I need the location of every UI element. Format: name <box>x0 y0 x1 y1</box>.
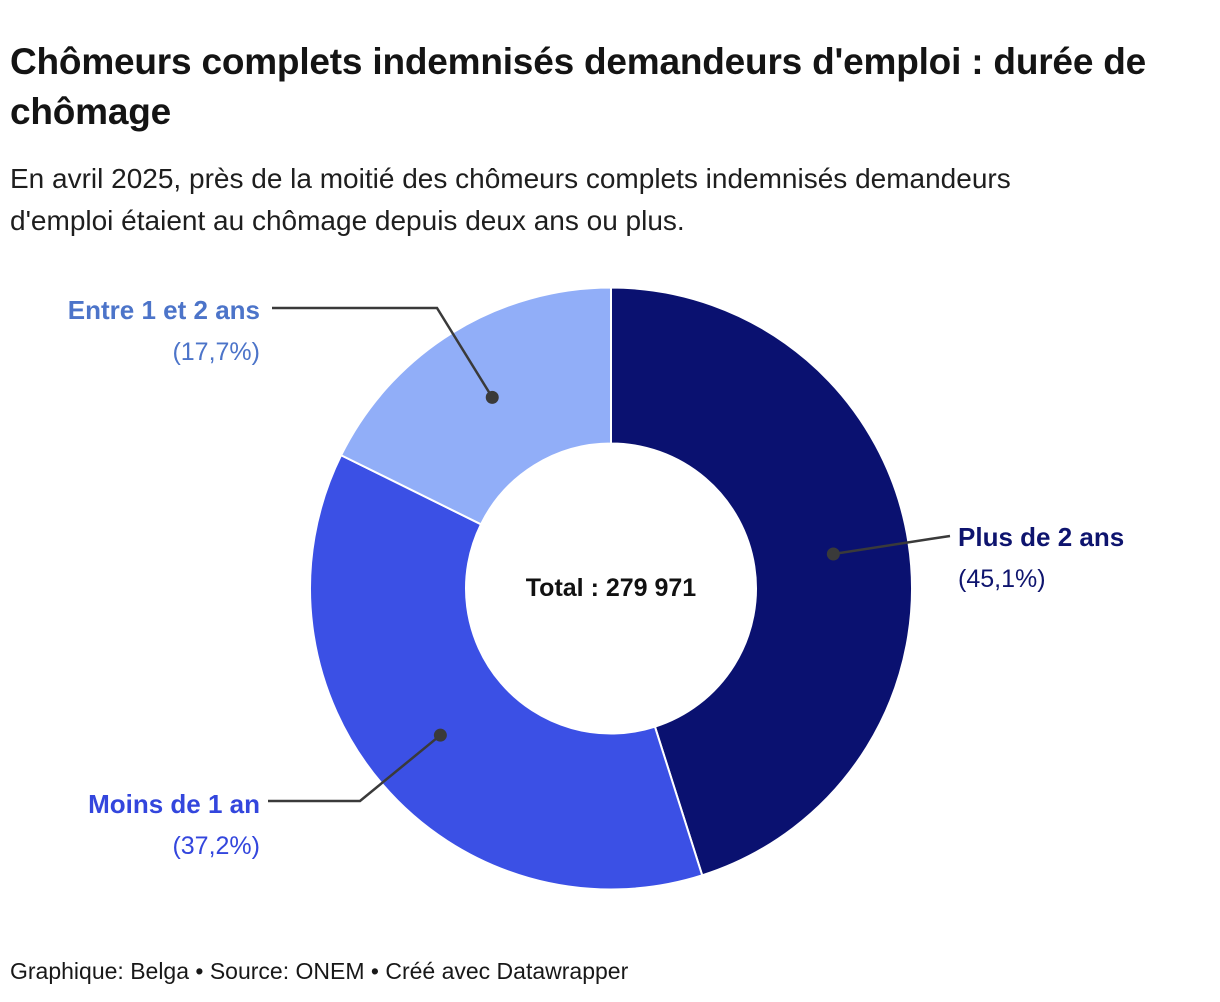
donut-center-total: Total : 279 971 <box>525 574 697 602</box>
page-title: Chômeurs complets indemnisés demandeurs … <box>10 40 1147 132</box>
slice-label-percent: (17,7%) <box>172 338 260 366</box>
callout-anchor-dot <box>433 728 447 742</box>
donut-slice-entre-1-et-2-ans[interactable] <box>339 286 612 526</box>
slice-label-name: Plus de 2 ans <box>958 522 1125 552</box>
slice-label-entre-1-et-2-ans: Entre 1 et 2 ans (17,7%) <box>0 293 260 369</box>
callout-anchor-dot <box>485 390 499 404</box>
slice-label-percent: (37,2%) <box>172 832 260 860</box>
slice-label-name: Entre 1 et 2 ans <box>67 295 260 325</box>
callout-connector-line <box>833 534 951 556</box>
donut-slice-moins-de-1-an[interactable] <box>309 453 704 891</box>
callout-connector-line <box>268 734 442 803</box>
callout-anchor-dot <box>826 547 840 561</box>
slice-label-name: Moins de 1 an <box>88 789 260 819</box>
slice-label-plus-de-2-ans: Plus de 2 ans (45,1%) <box>958 520 1218 596</box>
chart-subtitle: En avril 2025, près de la moitié des chô… <box>10 163 1011 236</box>
slice-label-percent: (45,1%) <box>958 565 1046 593</box>
attribution-footer: Graphique: Belga • Source: ONEM • Créé a… <box>10 958 629 984</box>
callout-connector-line <box>272 306 494 399</box>
slice-label-moins-de-1-an: Moins de 1 an (37,2%) <box>0 787 260 863</box>
donut-slice-plus-de-2-ans[interactable] <box>610 286 913 877</box>
